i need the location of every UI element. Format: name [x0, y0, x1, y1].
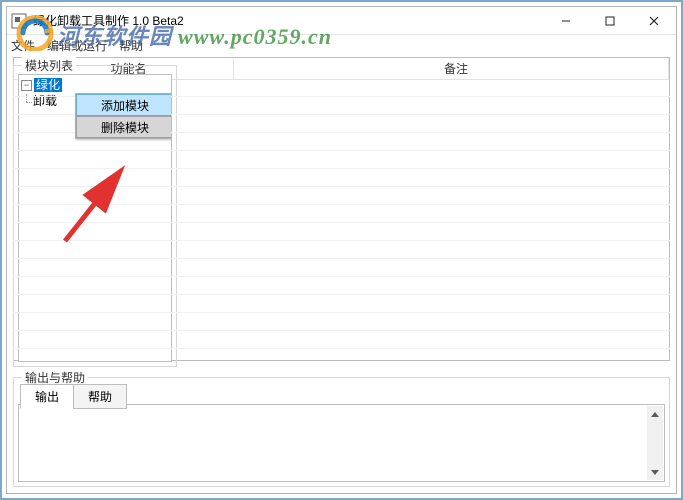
table-row[interactable]: [13, 295, 670, 313]
scroll-down-icon[interactable]: [647, 464, 663, 480]
tab-output[interactable]: 输出: [20, 384, 74, 409]
table-row[interactable]: [13, 259, 670, 277]
tab-help[interactable]: 帮助: [73, 384, 127, 409]
table-row[interactable]: [13, 223, 670, 241]
module-list-label: 模块列表: [22, 57, 76, 74]
output-body[interactable]: [18, 404, 665, 482]
app-icon: [11, 13, 27, 29]
scrollbar-vertical[interactable]: [647, 406, 663, 480]
titlebar: 绿化卸载工具制作 1.0 Beta2: [7, 7, 676, 35]
menu-add-module[interactable]: 添加模块: [76, 94, 172, 116]
table-row[interactable]: [13, 241, 670, 259]
table-row[interactable]: [13, 277, 670, 295]
menu-file[interactable]: 文件: [11, 37, 35, 54]
menu-help[interactable]: 帮助: [119, 37, 143, 54]
table-row[interactable]: [13, 169, 670, 187]
output-panel: 输出与帮助 输出 帮助: [13, 377, 670, 487]
table-row[interactable]: [13, 313, 670, 331]
table-row[interactable]: [13, 151, 670, 169]
table-row[interactable]: [13, 187, 670, 205]
output-tabs: 输出 帮助: [20, 384, 126, 409]
table-row[interactable]: [13, 205, 670, 223]
col-remark[interactable]: 备注: [234, 58, 669, 79]
window-title: 绿化卸载工具制作 1.0 Beta2: [33, 12, 544, 29]
close-button[interactable]: [632, 7, 676, 34]
minimize-button[interactable]: [544, 7, 588, 34]
menu-delete-module[interactable]: 删除模块: [76, 116, 172, 138]
scroll-up-icon[interactable]: [647, 406, 663, 422]
maximize-button[interactable]: [588, 7, 632, 34]
menu-edit-run[interactable]: 编辑或运行: [47, 37, 107, 54]
menubar: 文件 编辑或运行 帮助: [7, 35, 676, 55]
window-controls: [544, 7, 676, 34]
context-menu: 添加模块 删除模块: [75, 93, 172, 139]
table-row[interactable]: [13, 331, 670, 349]
